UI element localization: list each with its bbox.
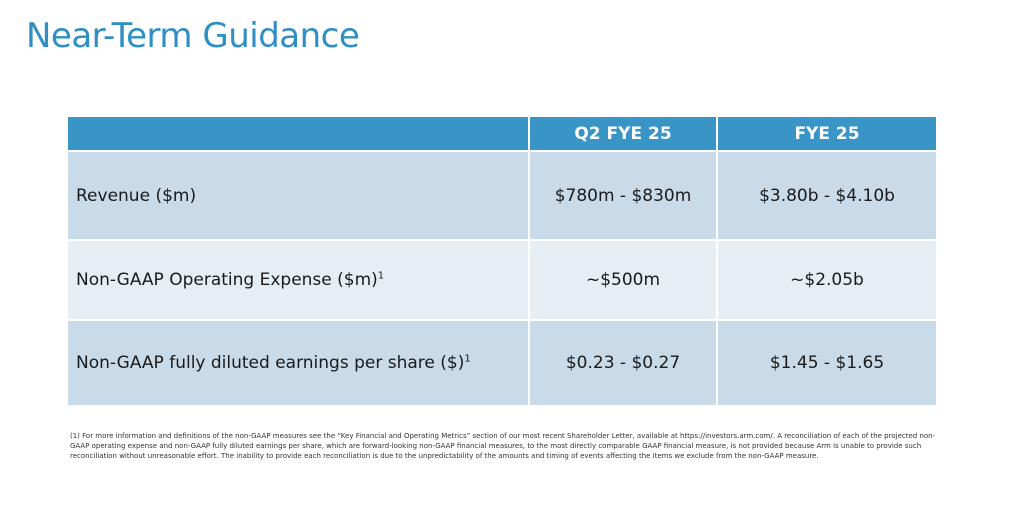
q2-value: $0.23 - $0.27 bbox=[528, 319, 718, 407]
row-label-cell: Revenue ($m) bbox=[66, 150, 530, 241]
header-fye25: FYE 25 bbox=[716, 115, 938, 152]
row-label-cell: Non-GAAP Operating Expense ($m)1 bbox=[66, 239, 530, 321]
table-row-eps: Non-GAAP fully diluted earnings per shar… bbox=[66, 319, 938, 407]
footnote-marker: 1 bbox=[464, 353, 471, 365]
table-header-row: Q2 FYE 25 FYE 25 bbox=[66, 115, 938, 152]
footnote: (1) For more information and definitions… bbox=[70, 432, 936, 460]
q2-value: $780m - $830m bbox=[528, 150, 718, 241]
table-row-opex: Non-GAAP Operating Expense ($m)1 ~$500m … bbox=[66, 239, 938, 321]
footnote-marker: 1 bbox=[377, 270, 385, 282]
header-label-column bbox=[66, 115, 530, 152]
fye-value: $1.45 - $1.65 bbox=[716, 319, 938, 407]
row-label: Non-GAAP fully diluted earnings per shar… bbox=[76, 353, 465, 373]
row-label-cell: Non-GAAP fully diluted earnings per shar… bbox=[66, 319, 530, 407]
fye-value: $3.80b - $4.10b bbox=[716, 150, 938, 241]
row-label: Revenue ($m) bbox=[76, 185, 197, 206]
guidance-table: Q2 FYE 25 FYE 25 Revenue ($m) $780m - $8… bbox=[66, 115, 938, 407]
page-title: Near-Term Guidance bbox=[26, 16, 360, 56]
row-label: Non-GAAP Operating Expense ($m) bbox=[76, 270, 378, 290]
q2-value: ~$500m bbox=[528, 239, 718, 321]
fye-value: ~$2.05b bbox=[716, 239, 938, 321]
header-q2-fye25: Q2 FYE 25 bbox=[528, 115, 718, 152]
table-row-revenue: Revenue ($m) $780m - $830m $3.80b - $4.1… bbox=[66, 150, 938, 241]
